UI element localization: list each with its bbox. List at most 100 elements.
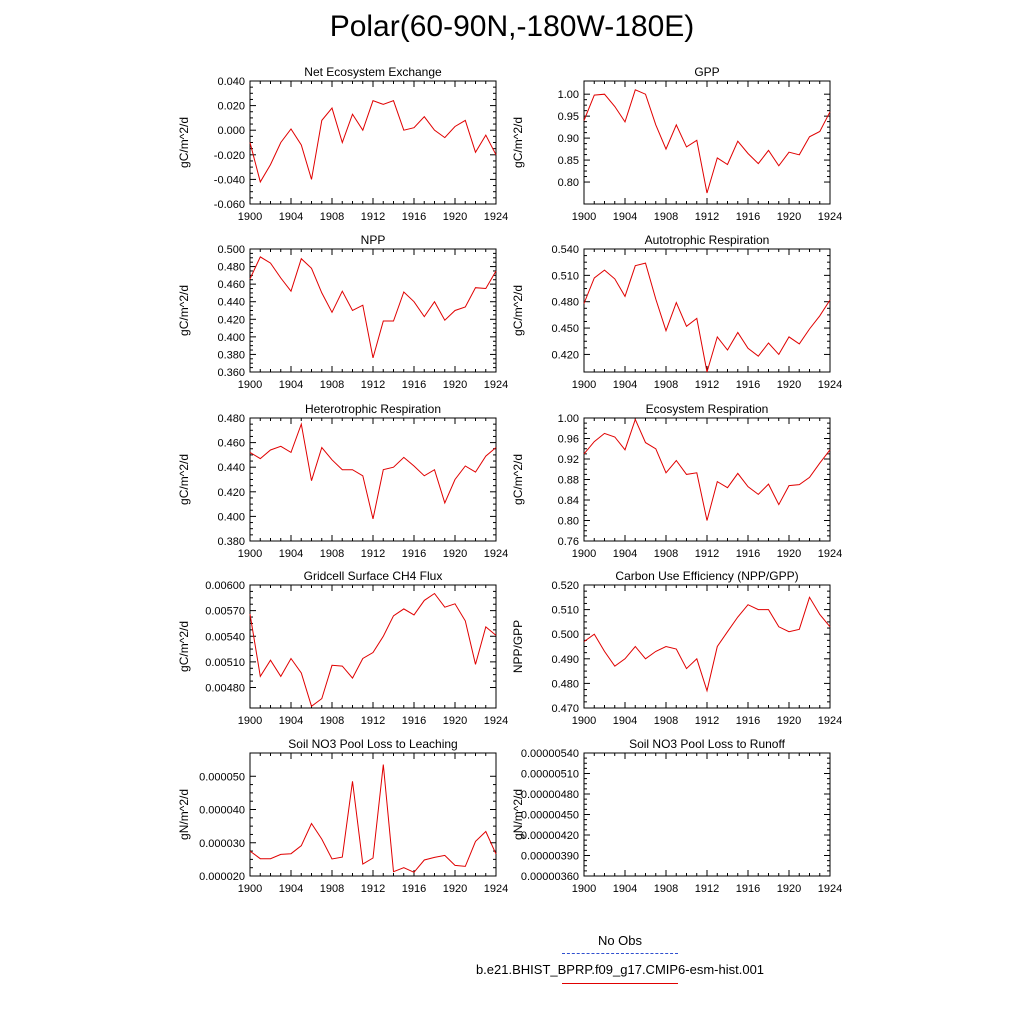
data-point <box>413 465 415 467</box>
y-axis-label: gC/m^2/d <box>511 285 525 336</box>
data-point <box>685 325 687 327</box>
data-point <box>362 657 364 659</box>
y-tick-label: 0.76 <box>558 536 579 548</box>
data-point <box>280 675 282 677</box>
x-tick-label: 1924 <box>484 715 508 727</box>
y-tick-label: 0.380 <box>217 536 245 548</box>
x-tick-label: 1904 <box>279 883 303 895</box>
series-line <box>249 422 497 520</box>
x-tick-label: 1908 <box>654 211 678 223</box>
data-point <box>665 645 667 647</box>
y-tick-label: -0.040 <box>214 174 245 186</box>
data-point <box>362 129 364 131</box>
data-point <box>362 304 364 306</box>
data-point <box>634 89 636 91</box>
data-point <box>737 616 739 618</box>
data-point <box>454 309 456 311</box>
x-tick-label: 1916 <box>736 379 760 391</box>
plot-frame <box>583 248 831 373</box>
y-tick-label: 0.480 <box>551 297 579 309</box>
data-point <box>269 262 271 264</box>
x-tick-label: 1912 <box>361 379 385 391</box>
plot-frame <box>583 752 831 877</box>
data-point <box>403 291 405 293</box>
data-point <box>259 858 261 860</box>
y-tick-label: 0.84 <box>558 495 579 507</box>
x-tick-label: 1912 <box>361 715 385 727</box>
data-point <box>249 141 251 143</box>
panel-title: Gridcell Surface CH4 Flux <box>304 569 443 583</box>
y-tick-label: 0.000030 <box>199 838 245 850</box>
data-point <box>593 633 595 635</box>
plot-frame <box>249 584 497 709</box>
y-tick-label: 0.92 <box>558 454 579 466</box>
y-tick-label: 0.460 <box>217 438 245 450</box>
data-point <box>474 840 476 842</box>
panel-title: Net Ecosystem Exchange <box>304 65 442 79</box>
data-point <box>757 493 759 495</box>
data-point <box>485 455 487 457</box>
data-point <box>829 111 831 113</box>
data-point <box>583 640 585 642</box>
data-point <box>403 129 405 131</box>
series-line <box>583 262 831 373</box>
data-point <box>583 302 585 304</box>
y-tick-label: 0.400 <box>217 511 245 523</box>
y-tick-label: 0.420 <box>217 487 245 499</box>
x-tick-label: 1912 <box>695 715 719 727</box>
y-tick-label: 0.470 <box>551 703 579 715</box>
data-point <box>423 475 425 477</box>
data-point <box>413 301 415 303</box>
legend-obs-line <box>562 953 678 954</box>
data-point <box>634 418 636 420</box>
data-point <box>726 631 728 633</box>
panel-10: Soil NO3 Pool Loss to Runoff gN/m^2/d 1900… <box>511 737 842 895</box>
data-point <box>495 154 497 156</box>
data-point <box>259 675 261 677</box>
data-point <box>614 436 616 438</box>
y-tick-label: 0.420 <box>217 314 245 326</box>
panel-3: NPP gC/m^2/d 1900 1904 1908 1912 1916 1920 1924 0… <box>177 233 508 391</box>
data-point <box>444 319 446 321</box>
data-point <box>614 665 616 667</box>
data-point <box>644 441 646 443</box>
data-point <box>644 93 646 95</box>
y-tick-label: 0.400 <box>217 332 245 344</box>
data-point <box>583 119 585 121</box>
plot-frame <box>583 417 831 542</box>
y-tick-label: 0.90 <box>558 133 579 145</box>
data-point <box>464 620 466 622</box>
data-point <box>433 592 435 594</box>
data-point <box>310 178 312 180</box>
data-point <box>372 857 374 859</box>
y-tick-label: 0.00000420 <box>521 830 579 842</box>
y-tick-label: 0.500 <box>217 244 245 256</box>
data-point <box>757 608 759 610</box>
y-tick-label: 0.360 <box>217 367 245 379</box>
data-point <box>290 128 292 130</box>
data-point <box>808 136 810 138</box>
data-point <box>372 100 374 102</box>
x-tick-label: 1924 <box>484 379 508 391</box>
data-point <box>280 445 282 447</box>
data-point <box>614 278 616 280</box>
data-point <box>392 100 394 102</box>
x-tick-label: 1924 <box>484 211 508 223</box>
data-point <box>778 165 780 167</box>
data-point <box>603 650 605 652</box>
plot-frame <box>583 80 831 205</box>
y-tick-label: 0.80 <box>558 516 579 528</box>
data-point <box>495 270 497 272</box>
data-point <box>300 845 302 847</box>
data-point <box>290 853 292 855</box>
data-point <box>665 148 667 150</box>
x-tick-label: 1924 <box>484 883 508 895</box>
y-tick-label: -0.020 <box>214 150 245 162</box>
y-axis-label: gN/m^2/d <box>177 789 191 840</box>
panel-7: Gridcell Surface CH4 Flux gC/m^2/d 1900 190… <box>177 569 508 727</box>
data-point <box>331 459 333 461</box>
data-point <box>433 129 435 131</box>
data-point <box>706 519 708 521</box>
data-point <box>696 472 698 474</box>
x-tick-label: 1924 <box>818 548 842 560</box>
